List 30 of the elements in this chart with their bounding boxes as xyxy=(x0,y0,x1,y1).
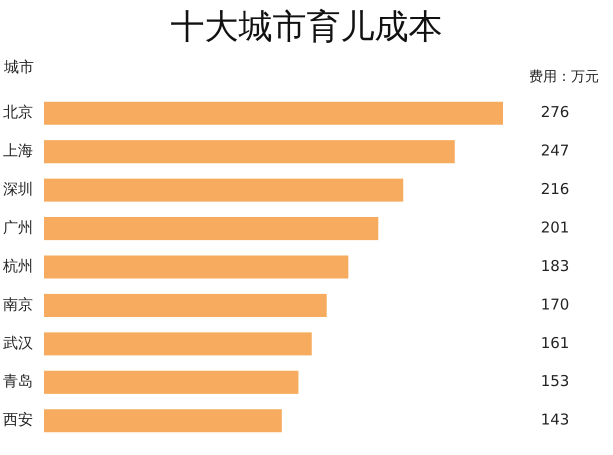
y-tick-label: 南京 xyxy=(3,295,33,314)
y-tick-label: 北京 xyxy=(3,103,33,122)
bar xyxy=(44,102,503,125)
data-label: 276 xyxy=(540,103,570,122)
bar xyxy=(44,140,455,164)
bar xyxy=(44,178,404,202)
chart-title: 十大城市育儿成本 xyxy=(170,6,444,49)
data-label: 170 xyxy=(540,295,570,314)
y-tick-label: 青岛 xyxy=(3,372,33,390)
y-tick-label: 深圳 xyxy=(3,180,33,198)
data-label: 153 xyxy=(540,372,570,390)
bar xyxy=(44,217,378,240)
bar xyxy=(44,332,312,356)
data-label: 247 xyxy=(540,142,570,160)
y-tick-label: 武汉 xyxy=(3,334,33,352)
y-tick-label: 上海 xyxy=(3,142,33,160)
bar xyxy=(44,255,348,279)
y-tick-label: 杭州 xyxy=(2,256,33,275)
data-label: 216 xyxy=(540,180,570,198)
y-axis-title: 城市 xyxy=(4,58,34,77)
text: 费用：万元 xyxy=(529,68,599,86)
y-tick-label: 广州 xyxy=(3,218,33,236)
bar xyxy=(44,370,298,394)
bar xyxy=(44,409,282,432)
data-label: 201 xyxy=(540,218,570,236)
data-label: 143 xyxy=(540,410,570,429)
y-tick-label: 西安 xyxy=(3,410,33,429)
data-label: 161 xyxy=(540,334,570,352)
data-label: 183 xyxy=(540,256,570,275)
bar xyxy=(44,294,327,317)
